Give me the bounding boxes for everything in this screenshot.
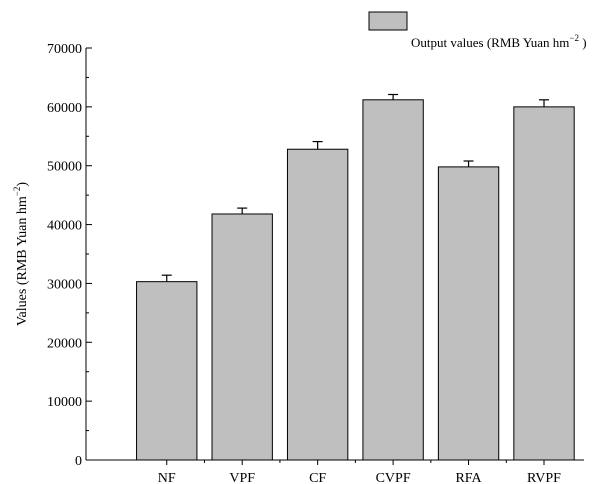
x-categories: NF VPF CF CVPF RFA RVPF — [158, 460, 561, 484]
y-axis-title-sup: −2 — [12, 187, 22, 197]
y-tick-label: 20000 — [47, 336, 82, 351]
legend-label-sup: −2 — [569, 33, 579, 43]
legend: Output values (RMB Yuan hm−2 ) — [368, 11, 587, 50]
legend-label: Output values (RMB Yuan hm−2 ) — [411, 33, 587, 50]
y-tick-label: 10000 — [47, 395, 82, 410]
legend-label-end: ) — [579, 35, 587, 50]
x-category-label: CF — [309, 471, 326, 484]
y-tick-label: 60000 — [47, 101, 82, 116]
x-category-label: RVPF — [527, 471, 561, 484]
y-axis-title: Values (RMB Yuan hm−2) — [12, 182, 30, 326]
x-category-label: NF — [158, 471, 176, 484]
y-axis-title-end: ) — [15, 182, 30, 187]
bars — [136, 99, 575, 461]
bar-rfa — [437, 166, 500, 461]
x-category-label: VPF — [229, 471, 255, 484]
x-category-label: CVPF — [376, 471, 411, 484]
x-category-label: RFA — [455, 471, 482, 484]
error-bars — [161, 93, 550, 282]
bar-rvpf — [513, 106, 575, 461]
legend-swatch — [368, 11, 408, 31]
bar-vpf — [211, 213, 273, 461]
y-tick-label: 70000 — [47, 42, 82, 57]
y-axis-title-main: Values (RMB Yuan hm — [15, 196, 30, 326]
bar-nf — [136, 281, 198, 461]
y-ticks: 0 10000 20000 30000 40000 50000 60000 70000 — [47, 42, 92, 469]
legend-label-main: Output values (RMB Yuan hm — [411, 35, 569, 50]
bar-cf — [286, 148, 349, 461]
y-tick-label: 40000 — [47, 219, 82, 234]
bar-cvpf — [362, 99, 424, 461]
y-tick-label: 0 — [75, 454, 82, 469]
y-tick-label: 50000 — [47, 160, 82, 175]
y-tick-label: 30000 — [47, 277, 82, 292]
